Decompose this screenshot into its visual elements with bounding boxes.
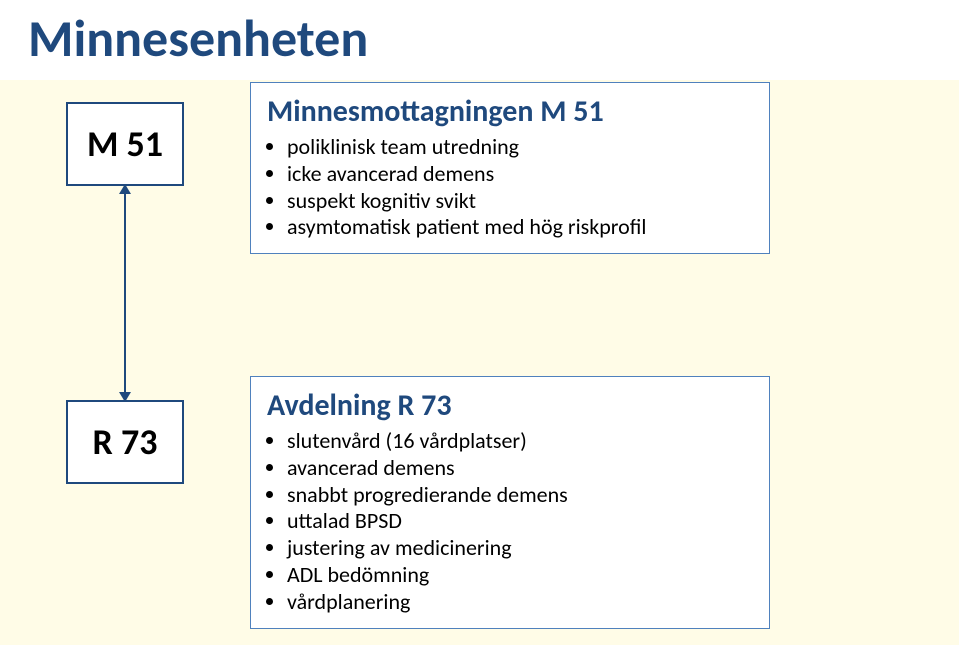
info-box-m51: Minnesmottagningen M 51 poliklinisk team…	[250, 82, 770, 254]
node-m51-label: M 51	[66, 102, 184, 186]
list-item: asymtomatisk patient med hög riskprofil	[287, 214, 753, 241]
list-item: justering av medicinering	[287, 535, 753, 562]
info-heading-r73: Avdelning R 73	[267, 387, 753, 424]
list-item: ADL bedömning	[287, 562, 753, 589]
list-item: poliklinisk team utredning	[287, 134, 753, 161]
list-item: suspekt kognitiv svikt	[287, 188, 753, 215]
info-box-r73: Avdelning R 73 slutenvård (16 vårdplatse…	[250, 376, 770, 629]
connector-arrow	[124, 186, 126, 400]
node-r73-text: R 73	[93, 420, 158, 464]
info-heading-m51: Minnesmottagningen M 51	[267, 93, 753, 130]
list-item: uttalad BPSD	[287, 508, 753, 535]
list-item: icke avancerad demens	[287, 161, 753, 188]
title-strip: Minnesenheten	[0, 0, 959, 80]
info-list-m51: poliklinisk team utredning icke avancera…	[267, 134, 753, 241]
list-item: snabbt progredierande demens	[287, 482, 753, 509]
node-m51-text: M 51	[87, 122, 163, 166]
node-r73-label: R 73	[66, 400, 184, 484]
info-list-r73: slutenvård (16 vårdplatser) avancerad de…	[267, 428, 753, 616]
list-item: vårdplanering	[287, 589, 753, 616]
list-item: slutenvård (16 vårdplatser)	[287, 428, 753, 455]
page-title: Minnesenheten	[28, 6, 959, 70]
list-item: avancerad demens	[287, 455, 753, 482]
